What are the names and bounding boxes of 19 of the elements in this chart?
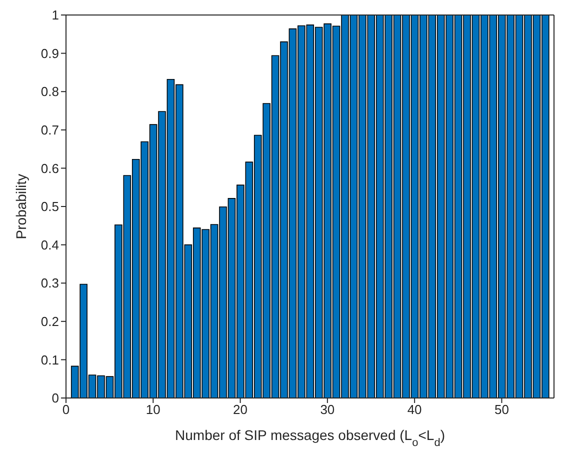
- y-axis-title: Probability: [13, 174, 29, 240]
- y-tick-label: 0.8: [40, 84, 59, 100]
- y-tick-label: 0.5: [40, 199, 59, 214]
- y-tick-label: 0.1: [40, 352, 59, 368]
- y-tick-label: 1: [52, 8, 59, 23]
- y-tick-label: 0.7: [40, 122, 59, 138]
- y-tick-label: 0.3: [40, 276, 59, 291]
- y-tick-label: 0.2: [40, 314, 59, 330]
- y-tick-label: 0: [52, 390, 59, 406]
- y-tick-label: 0.6: [40, 160, 59, 176]
- x-tick-label: 50: [494, 402, 509, 418]
- x-tick-label: 30: [320, 402, 335, 418]
- x-tick-label: 40: [407, 402, 422, 418]
- y-tick-label: 0.4: [40, 237, 59, 252]
- x-tick-label: 20: [233, 402, 248, 418]
- x-tick-label: 10: [146, 402, 160, 418]
- x-tick-label: 0: [62, 402, 70, 418]
- y-tick-label: 0.9: [40, 46, 59, 61]
- x-axis-title: Number of SIP messages observed (L$_{o}$<L$_{d}$): [175, 427, 445, 449]
